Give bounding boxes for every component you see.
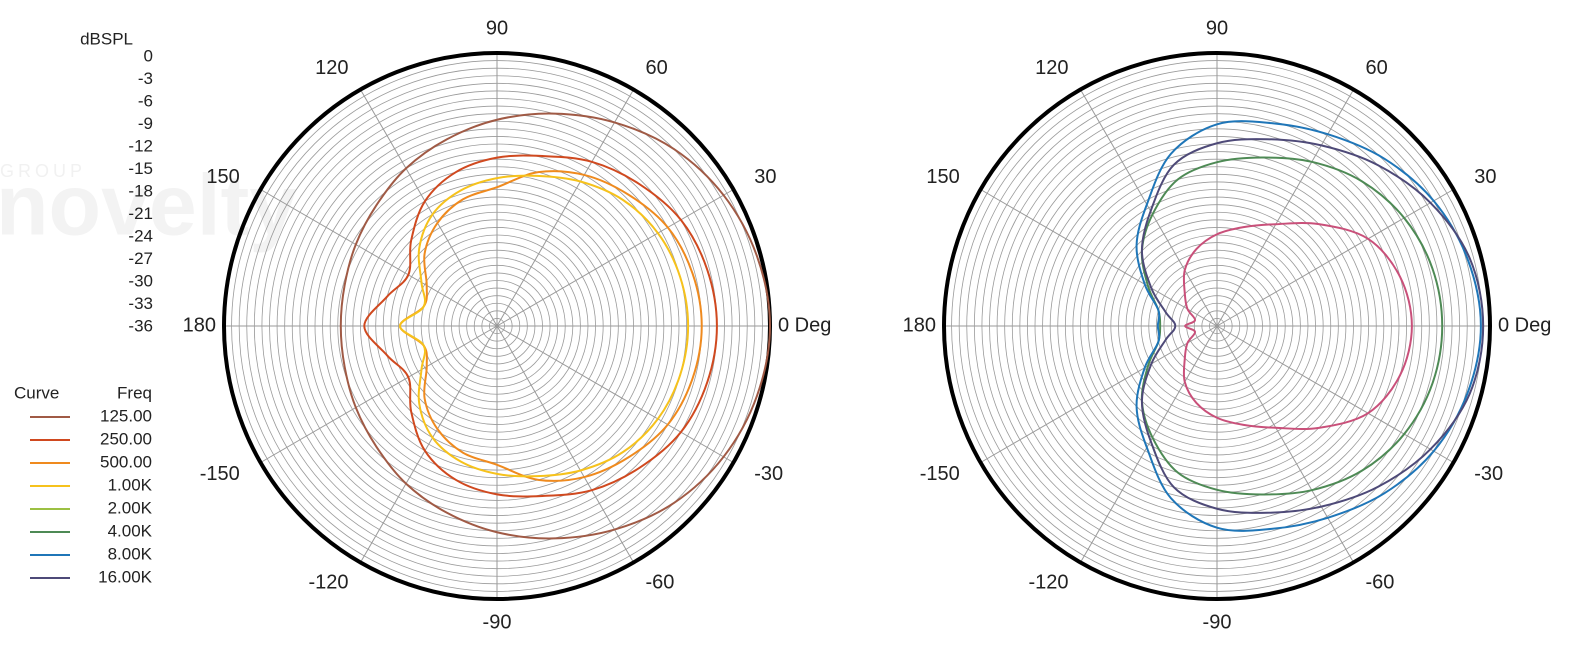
r-tick-label: 0 (144, 46, 153, 65)
theta-tick-label: 0 Deg (1498, 314, 1551, 336)
legend-label: 1.00K (108, 475, 153, 494)
theta-tick-label: 90 (486, 17, 508, 39)
r-tick-label: -30 (128, 271, 153, 290)
spoke (980, 189, 1218, 327)
theta-tick-label: 0 Deg (778, 314, 831, 336)
spoke (980, 325, 1218, 463)
spoke (1216, 189, 1454, 327)
r-tick-label: -15 (128, 159, 153, 178)
theta-tick-label: 180 (183, 314, 216, 336)
theta-tick-label: 150 (206, 166, 239, 188)
spoke (496, 89, 634, 327)
curve (339, 112, 771, 540)
theta-tick-label: -30 (754, 463, 783, 485)
legend-title: Curve (14, 383, 59, 402)
r-tick-label: -18 (128, 181, 153, 200)
legend-title: Freq (117, 383, 152, 402)
theta-tick-label: 150 (926, 166, 959, 188)
r-axis-label: dBSPL (80, 29, 133, 48)
outer-circle (942, 51, 1492, 601)
r-tick-label: -21 (128, 204, 153, 223)
legend-label: 16.00K (98, 567, 153, 586)
curve (1140, 138, 1485, 514)
curve (1140, 156, 1444, 496)
r-tick-label: -36 (128, 316, 153, 335)
spoke (496, 189, 734, 327)
spoke (1216, 89, 1354, 327)
theta-tick-label: -120 (1028, 571, 1068, 593)
theta-tick-label: 180 (903, 314, 936, 336)
curve (1182, 221, 1413, 431)
theta-tick-label: 120 (315, 57, 348, 79)
watermark-large: novelty (0, 158, 297, 254)
spoke (260, 189, 498, 327)
r-tick-label: -3 (138, 69, 153, 88)
theta-tick-label: -150 (920, 463, 960, 485)
theta-tick-label: -60 (646, 571, 675, 593)
spoke (360, 89, 498, 327)
spoke (1080, 325, 1218, 563)
legend-label: 250.00 (100, 429, 152, 448)
r-tick-label: -24 (128, 226, 153, 245)
theta-tick-label: -90 (1203, 611, 1232, 633)
r-tick-label: -6 (138, 91, 153, 110)
r-tick-label: -33 (128, 294, 153, 313)
spoke (496, 325, 734, 463)
r-tick-label: -9 (138, 114, 153, 133)
r-tick-label: -27 (128, 249, 153, 268)
r-tick-label: -12 (128, 136, 153, 155)
spoke (1080, 89, 1218, 327)
theta-tick-label: 30 (1474, 166, 1496, 188)
curve (398, 174, 690, 478)
spoke (1216, 325, 1454, 463)
theta-tick-label: 60 (646, 57, 668, 79)
theta-tick-label: -150 (200, 463, 240, 485)
spoke (496, 325, 634, 563)
theta-tick-label: -90 (483, 611, 512, 633)
theta-tick-label: 90 (1206, 17, 1228, 39)
spoke (360, 325, 498, 563)
theta-tick-label: -120 (308, 571, 348, 593)
theta-tick-label: -60 (1366, 571, 1395, 593)
legend-label: 2.00K (108, 498, 153, 517)
watermark-small: GROUP (0, 161, 86, 181)
theta-tick-label: 60 (1366, 57, 1388, 79)
legend-label: 4.00K (108, 521, 153, 540)
spoke (1216, 325, 1354, 563)
spoke (260, 325, 498, 463)
theta-tick-label: 120 (1035, 57, 1068, 79)
legend-label: 8.00K (108, 544, 153, 563)
theta-tick-label: -30 (1474, 463, 1503, 485)
curve (1135, 120, 1482, 532)
curve (363, 154, 718, 498)
legend-label: 125.00 (100, 406, 152, 425)
legend-label: 500.00 (100, 452, 152, 471)
theta-tick-label: 30 (754, 166, 776, 188)
